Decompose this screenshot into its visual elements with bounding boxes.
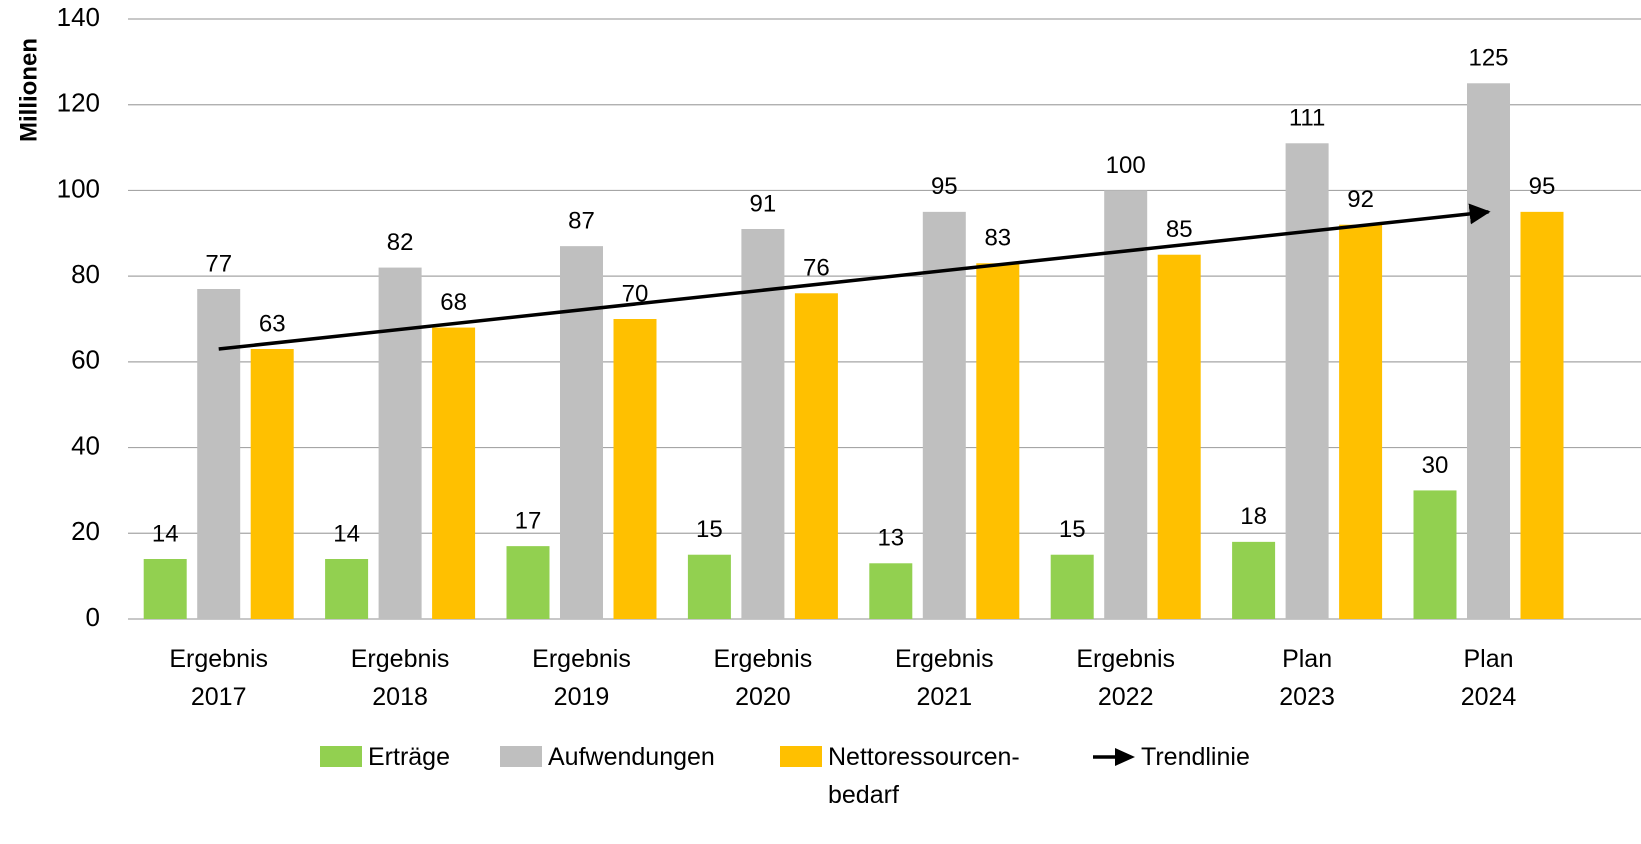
legend-item: Aufwendungen xyxy=(500,738,715,776)
bar xyxy=(378,267,422,619)
legend-arrow-head xyxy=(1115,748,1135,766)
data-label: 18 xyxy=(1240,503,1267,530)
bar xyxy=(794,293,838,619)
data-label: 87 xyxy=(568,207,595,234)
data-label: 15 xyxy=(696,516,723,543)
data-label: 95 xyxy=(1529,173,1556,200)
x-tick-label: Ergebnis 2020 xyxy=(713,645,813,711)
data-label: 63 xyxy=(259,310,286,337)
y-tick-label: 80 xyxy=(71,259,100,289)
data-label: 77 xyxy=(205,250,232,277)
legend-item: Trendlinie xyxy=(1093,738,1250,776)
data-label: 13 xyxy=(877,525,904,552)
data-label: 100 xyxy=(1106,152,1146,179)
bar xyxy=(869,563,913,619)
bar xyxy=(1157,254,1201,619)
bar xyxy=(197,289,241,619)
bar xyxy=(976,263,1020,619)
x-tick-label: Plan 2024 xyxy=(1460,645,1517,711)
data-label: 68 xyxy=(440,289,467,316)
data-label: 30 xyxy=(1422,452,1449,479)
data-label: 111 xyxy=(1289,105,1325,132)
x-tick-label: Plan 2023 xyxy=(1279,645,1335,711)
bar xyxy=(613,319,657,619)
y-tick-label: 120 xyxy=(57,88,100,118)
legend-item: Nettoressourcen-bedarf xyxy=(780,738,1020,814)
bar xyxy=(922,211,966,619)
legend-swatch xyxy=(320,746,362,767)
bar xyxy=(1232,541,1276,619)
bar xyxy=(1467,83,1510,620)
legend-item: Erträge xyxy=(320,738,450,776)
data-label: 92 xyxy=(1347,186,1374,213)
legend-label: Erträge xyxy=(368,743,450,771)
y-tick-label: 60 xyxy=(71,345,100,375)
bar xyxy=(432,327,476,619)
legend-label: Aufwendungen xyxy=(548,743,715,771)
legend-label: Nettoressourcen-bedarf xyxy=(828,743,1020,809)
x-tick-label: Ergebnis 2021 xyxy=(894,645,994,711)
bar xyxy=(250,349,294,619)
bar xyxy=(1339,224,1383,619)
data-label: 125 xyxy=(1468,45,1508,72)
data-label: 14 xyxy=(333,520,360,547)
data-label: 76 xyxy=(803,255,830,282)
bar xyxy=(741,229,785,619)
data-label: 15 xyxy=(1059,516,1086,543)
x-tick-label: Ergebnis 2022 xyxy=(1076,645,1176,711)
bar xyxy=(325,559,369,619)
data-label: 83 xyxy=(984,225,1011,252)
bar xyxy=(1520,211,1564,619)
trend-line xyxy=(218,203,1491,351)
y-axis-title: Millionen xyxy=(15,38,42,142)
x-tick-label: Ergebnis 2018 xyxy=(350,645,450,711)
x-tick-label: Ergebnis 2017 xyxy=(169,645,269,711)
legend-label: Trendlinie xyxy=(1141,743,1250,771)
legend-swatch xyxy=(500,746,542,767)
data-label: 85 xyxy=(1166,216,1193,243)
bar xyxy=(560,246,603,619)
legend-arrow xyxy=(1093,748,1135,766)
bar xyxy=(1050,554,1094,619)
bar xyxy=(1413,490,1457,619)
data-label: 17 xyxy=(515,507,542,534)
bar xyxy=(143,559,187,619)
y-tick-label: 140 xyxy=(57,2,100,32)
data-label: 14 xyxy=(152,520,179,547)
bar xyxy=(687,554,731,619)
y-tick-label: 40 xyxy=(71,430,100,460)
y-tick-label: 20 xyxy=(71,516,100,546)
y-tick-label: 0 xyxy=(86,602,100,632)
legend-swatch xyxy=(780,746,822,767)
data-label: 95 xyxy=(931,173,958,200)
y-tick-label: 100 xyxy=(57,173,100,203)
bar xyxy=(506,546,550,619)
x-tick-label: Ergebnis 2019 xyxy=(532,645,631,711)
data-label: 91 xyxy=(750,190,777,217)
bar xyxy=(1104,190,1148,619)
data-label: 82 xyxy=(387,229,414,256)
bar xyxy=(1285,143,1329,620)
